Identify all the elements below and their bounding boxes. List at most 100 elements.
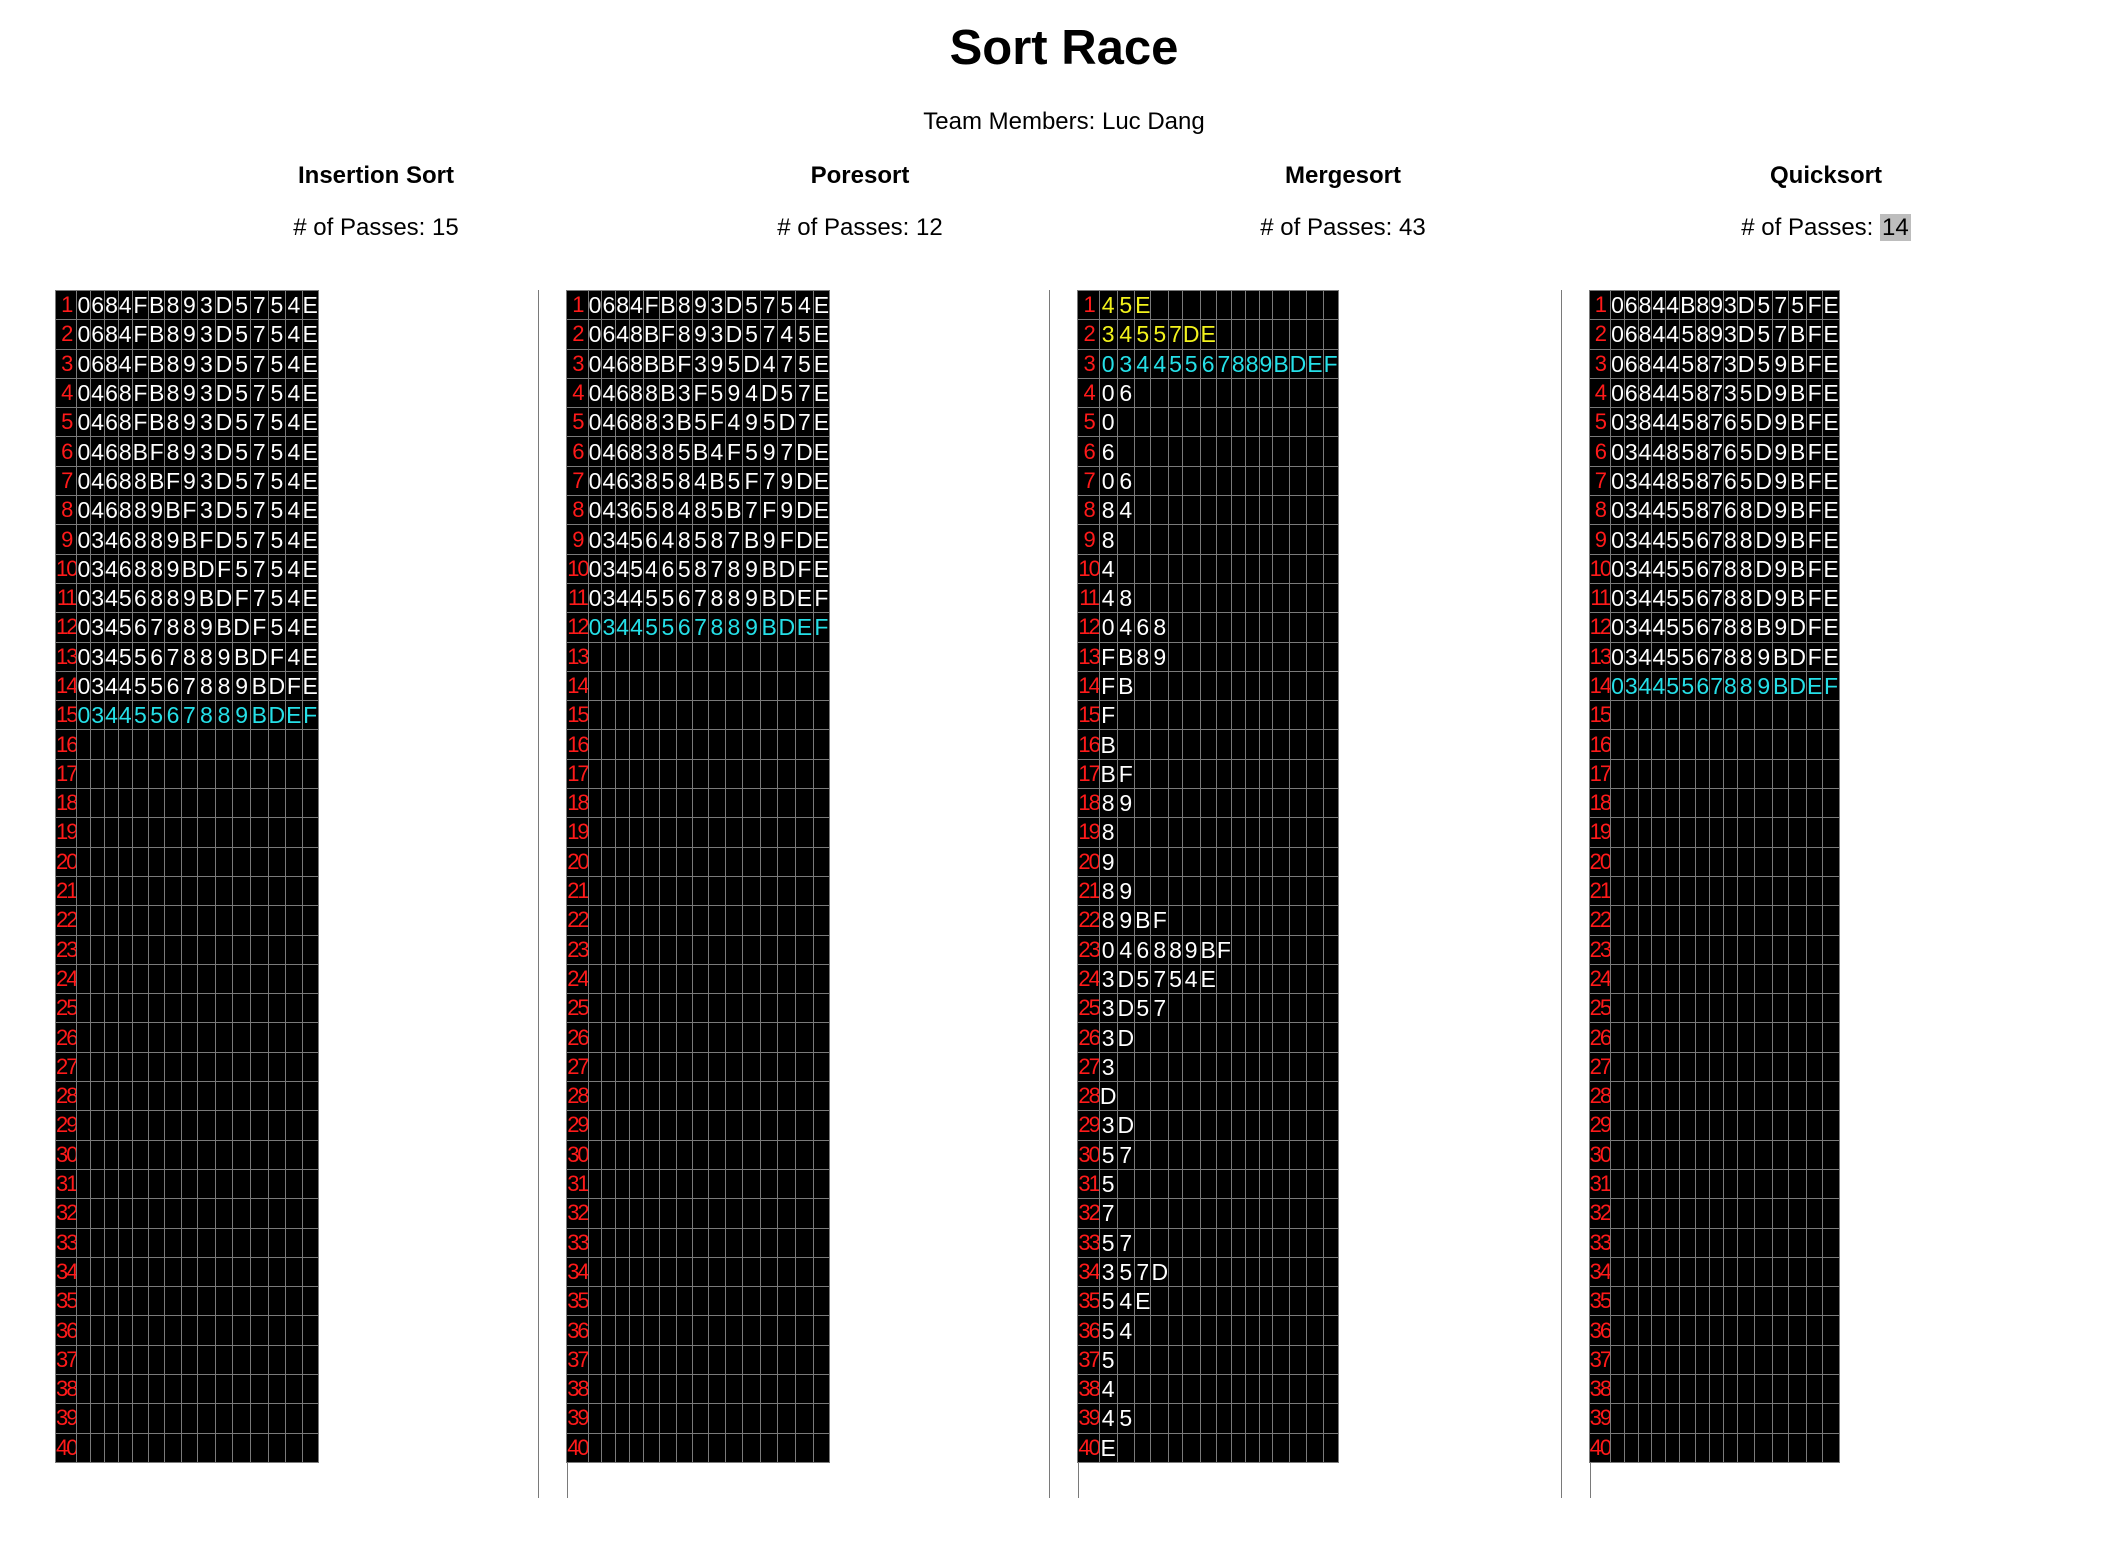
grid-cell: 0 bbox=[587, 289, 603, 321]
grid-cell bbox=[1637, 1227, 1653, 1258]
grid-cell bbox=[1665, 1286, 1681, 1317]
row-number: 31 bbox=[1588, 1168, 1612, 1200]
grid-cell bbox=[197, 963, 216, 995]
grid-cell bbox=[249, 788, 269, 819]
grid-row: 19 bbox=[54, 817, 319, 848]
grid-cell bbox=[642, 846, 661, 877]
grid-cell bbox=[1806, 1168, 1824, 1200]
row-number: 40 bbox=[1588, 1432, 1612, 1463]
grid-cell: 4 bbox=[285, 407, 303, 438]
grid-cell bbox=[812, 1373, 831, 1405]
grid-cell bbox=[1610, 1373, 1625, 1405]
grid-cell: 0 bbox=[1610, 289, 1625, 321]
grid-cell bbox=[1199, 1315, 1217, 1346]
grid-cell bbox=[1754, 817, 1774, 848]
row-number: 1 bbox=[1588, 289, 1612, 321]
grid-cell: E bbox=[301, 582, 319, 614]
grid-cell bbox=[1610, 1403, 1625, 1434]
grid-cell: 0 bbox=[1610, 407, 1625, 438]
grid-cell bbox=[1754, 729, 1774, 760]
grid-cell bbox=[587, 934, 603, 965]
grid-cell bbox=[742, 1022, 761, 1053]
grid-cell bbox=[1322, 1022, 1339, 1053]
grid-cell bbox=[642, 1344, 661, 1375]
grid-cell: D bbox=[759, 377, 779, 409]
grid-cell bbox=[659, 1373, 677, 1405]
grid-cell bbox=[1709, 1168, 1724, 1200]
grid-cell bbox=[1272, 1344, 1290, 1375]
grid-cell bbox=[742, 1168, 761, 1200]
grid-cell bbox=[1322, 582, 1339, 614]
grid-cell bbox=[1822, 1110, 1840, 1141]
grid-cell bbox=[675, 846, 693, 877]
grid-cell: B bbox=[1788, 465, 1808, 497]
grid-cell bbox=[301, 1051, 319, 1083]
grid-cell bbox=[1215, 407, 1232, 438]
row-number: 4 bbox=[54, 377, 78, 409]
grid-cell bbox=[301, 846, 319, 877]
grid-cell bbox=[587, 1198, 603, 1229]
grid-cell bbox=[1651, 1227, 1667, 1258]
grid-cell bbox=[691, 963, 710, 995]
grid-cell bbox=[164, 1227, 182, 1258]
grid-cell: D bbox=[214, 407, 234, 438]
row-number: 19 bbox=[566, 817, 589, 848]
grid-cell: 5 bbox=[675, 436, 693, 467]
grid-cell bbox=[180, 788, 199, 819]
grid-cell: 7 bbox=[1116, 1227, 1136, 1258]
grid-cell: 8 bbox=[629, 436, 644, 467]
grid-cell bbox=[1258, 641, 1274, 672]
grid-cell bbox=[659, 1051, 677, 1083]
grid-cell bbox=[301, 963, 319, 995]
grid-cell bbox=[197, 1168, 216, 1200]
grid-cell: 0 bbox=[76, 348, 92, 379]
grid-cell bbox=[742, 1110, 761, 1141]
grid-cell: 5 bbox=[232, 377, 251, 409]
grid-cell: E bbox=[301, 612, 319, 643]
row-number: 15 bbox=[54, 700, 78, 731]
grid-cell bbox=[1709, 963, 1724, 995]
grid-cell: 8 bbox=[642, 377, 661, 409]
grid-cell: 5 bbox=[724, 348, 744, 379]
grid-cell bbox=[1181, 1168, 1201, 1200]
grid-cell bbox=[1806, 758, 1824, 790]
grid-cell: 4 bbox=[1637, 553, 1653, 584]
grid-cell bbox=[1723, 758, 1738, 790]
grid-cell: 6 bbox=[104, 436, 119, 467]
grid-cell: 6 bbox=[90, 289, 106, 321]
grid-cell bbox=[148, 758, 166, 790]
grid-cell bbox=[1322, 465, 1339, 497]
grid-cell bbox=[1288, 582, 1308, 614]
grid-cell bbox=[1199, 524, 1217, 555]
grid-cell: 0 bbox=[1098, 465, 1118, 497]
grid-cell bbox=[1806, 846, 1824, 877]
row-number: 15 bbox=[566, 700, 589, 731]
row-number: 17 bbox=[1077, 758, 1100, 790]
grid-cell bbox=[1709, 1139, 1724, 1170]
grid-cell: 8 bbox=[131, 465, 150, 497]
grid-cell bbox=[197, 758, 216, 790]
passes-value: 15 bbox=[432, 214, 459, 241]
grid-cell bbox=[615, 846, 631, 877]
grid-cell: 8 bbox=[164, 612, 182, 643]
grid-cell bbox=[1709, 1227, 1724, 1258]
grid-cell: 8 bbox=[708, 612, 726, 643]
grid-cell bbox=[1244, 1168, 1260, 1200]
grid-cell bbox=[1230, 1051, 1246, 1083]
grid-cell: 4 bbox=[1665, 319, 1681, 350]
grid-cell bbox=[777, 1168, 797, 1200]
grid-cell bbox=[1679, 1315, 1697, 1346]
grid-cell bbox=[1788, 1286, 1808, 1317]
grid-cell bbox=[812, 1286, 831, 1317]
grid-row: 16 bbox=[1588, 729, 1840, 760]
grid-cell: 6 bbox=[131, 612, 150, 643]
grid-cell bbox=[285, 817, 303, 848]
grid-cell bbox=[742, 934, 761, 965]
grid-cell bbox=[249, 758, 269, 790]
